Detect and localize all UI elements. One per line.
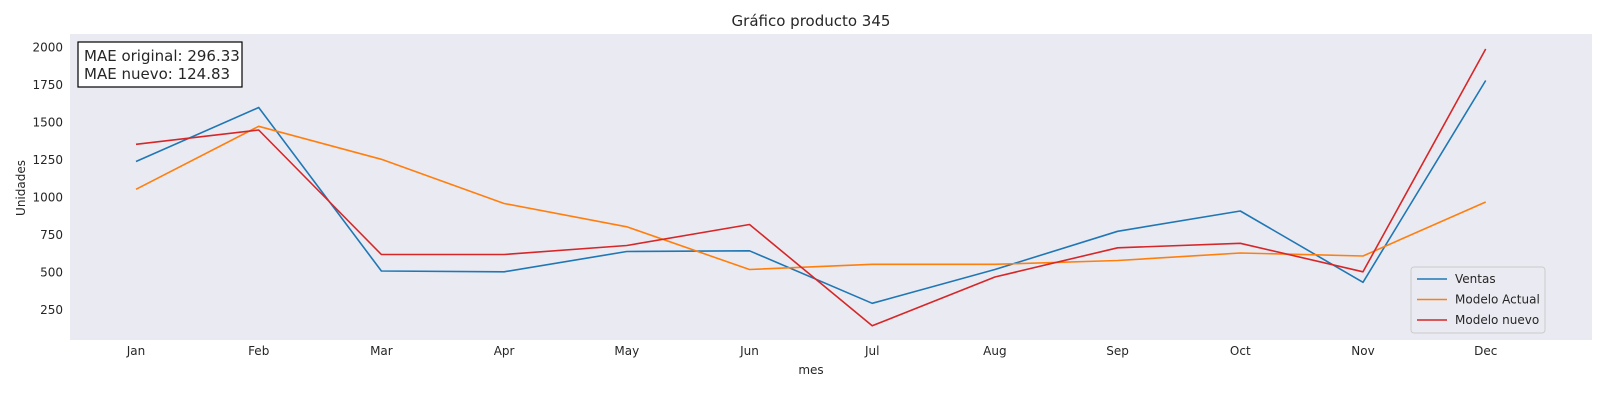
annotation-line-1: MAE original: 296.33: [84, 47, 240, 65]
y-tick-label: 1000: [32, 191, 63, 205]
x-tick-label: Nov: [1351, 344, 1374, 358]
mae-annotation: MAE original: 296.33 MAE nuevo: 124.83: [77, 41, 243, 88]
legend-label-ventas: Ventas: [1455, 272, 1496, 286]
x-tick-label: Aug: [983, 344, 1006, 358]
chart-title: Gráfico producto 345: [732, 12, 891, 30]
x-axis-label: mes: [798, 363, 823, 377]
series-line-modelo-nuevo: [135, 48, 1487, 327]
series-line-modelo-actual: [135, 125, 1487, 271]
y-ticks: 250 500 750 1000 1250 1500 1750 2000: [32, 41, 63, 318]
x-tick-label: May: [614, 344, 639, 358]
series-line-ventas: [135, 80, 1487, 305]
x-tick-label: Jan: [126, 344, 146, 358]
legend-box: [1410, 266, 1546, 334]
x-tick-label: Apr: [494, 344, 515, 358]
y-tick-label: 2000: [32, 41, 63, 55]
x-tick-label: Jun: [739, 344, 759, 358]
y-tick-label: 1500: [32, 116, 63, 130]
series-lines: [135, 48, 1487, 327]
x-ticks: Jan Feb Mar Apr May Jun Jul Aug Sep Oct Nov Dec: [126, 344, 1498, 358]
annotation-line-2: MAE nuevo: 124.83: [84, 65, 230, 83]
legend: Ventas Modelo Actual Modelo nuevo: [1410, 266, 1546, 334]
legend-label-modelo-nuevo: Modelo nuevo: [1455, 313, 1539, 327]
x-tick-label: Dec: [1474, 344, 1497, 358]
y-tick-label: 1750: [32, 78, 63, 92]
y-tick-label: 750: [40, 228, 63, 242]
legend-label-modelo-actual: Modelo Actual: [1455, 293, 1540, 307]
x-tick-label: Oct: [1230, 344, 1251, 358]
legend-items: Ventas Modelo Actual Modelo nuevo: [1417, 272, 1540, 327]
y-tick-label: 500: [40, 266, 63, 280]
x-tick-label: Feb: [248, 344, 269, 358]
y-axis-label: Unidades: [14, 160, 28, 216]
x-tick-label: Jul: [864, 344, 879, 358]
x-tick-label: Sep: [1106, 344, 1129, 358]
x-tick-label: Mar: [370, 344, 393, 358]
y-tick-label: 250: [40, 303, 63, 317]
annotation-box: [77, 41, 243, 88]
plot-area: [70, 34, 1592, 340]
y-tick-label: 1250: [32, 153, 63, 167]
